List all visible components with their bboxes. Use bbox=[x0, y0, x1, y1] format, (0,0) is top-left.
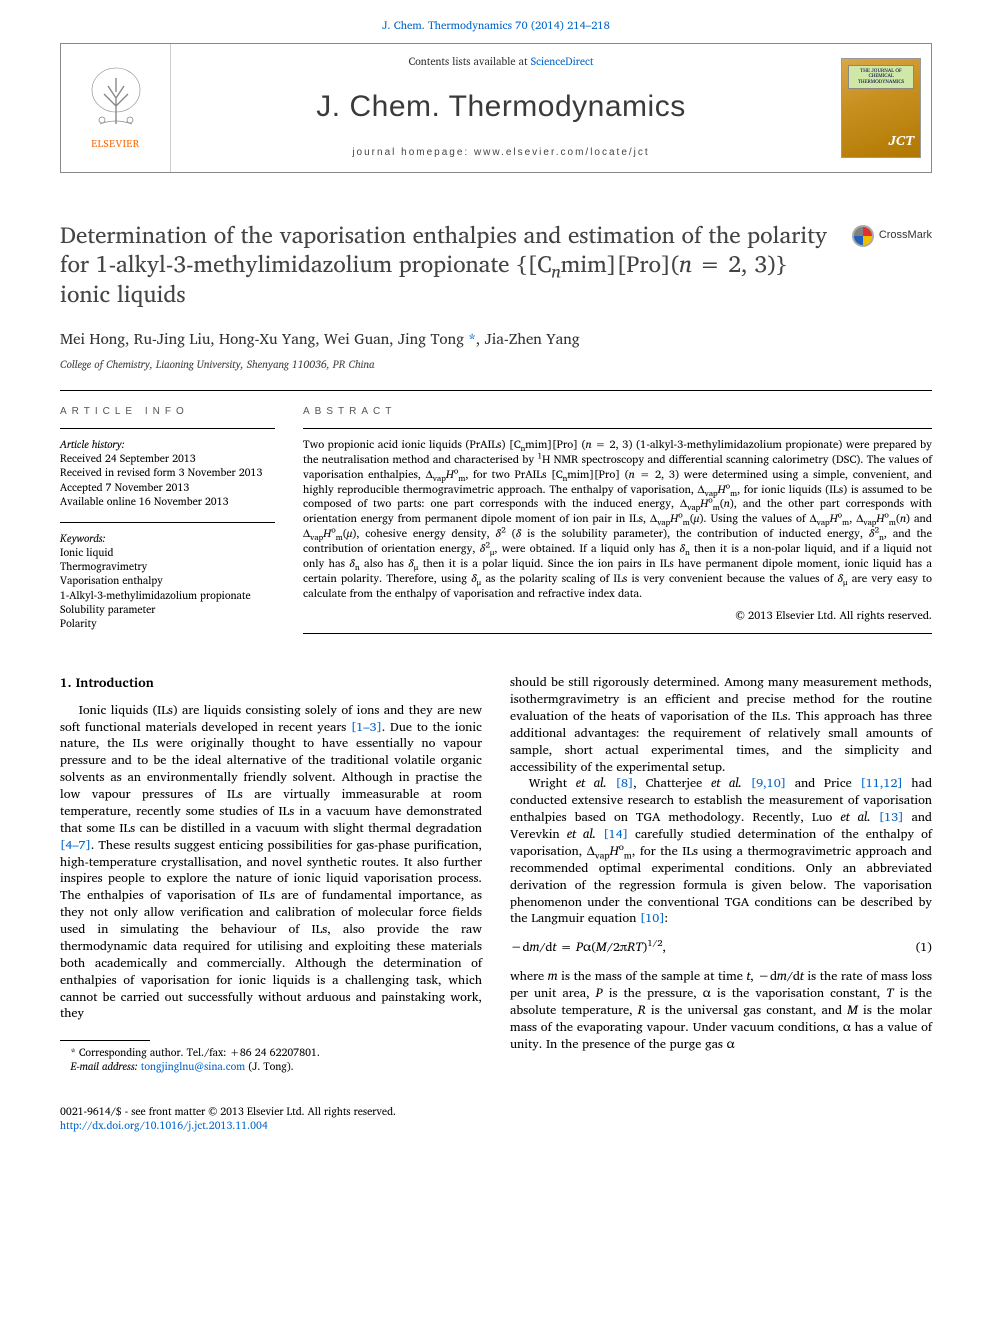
header-citation: J. Chem. Thermodynamics 70 (2014) 214–21… bbox=[0, 0, 992, 43]
author-list: Mei Hong, Ru-Jing Liu, Hong-Xu Yang, Wei… bbox=[60, 329, 932, 349]
contents-line: Contents lists available at ScienceDirec… bbox=[409, 54, 594, 68]
abstract-bottom-rule bbox=[303, 633, 932, 634]
email-suffix: (J. Tong). bbox=[245, 1057, 293, 1075]
footnote-rule bbox=[60, 1040, 150, 1041]
journal-cover-thumbnail: THE JOURNAL OF CHEMICAL THERMODYNAMICS J… bbox=[841, 58, 921, 158]
title-row: Determination of the vaporisation enthal… bbox=[60, 221, 932, 309]
elsevier-tree-icon bbox=[86, 64, 146, 134]
article-title: Determination of the vaporisation enthal… bbox=[60, 221, 852, 309]
article-info-column: ARTICLE INFO Article history: Received 2… bbox=[60, 405, 275, 645]
history-line: Available online 16 November 2013 bbox=[60, 492, 229, 510]
journal-masthead: ELSEVIER Contents lists available at Sci… bbox=[60, 43, 932, 173]
email-label: E-mail address: bbox=[71, 1057, 141, 1075]
crossmark-badge[interactable]: CrossMark bbox=[852, 221, 932, 247]
journal-title: J. Chem. Thermodynamics bbox=[316, 87, 685, 128]
email-footnote: E-mail address: tongjinglnu@sina.com (J.… bbox=[60, 1059, 482, 1073]
abstract-text: Two propionic acid ionic liquids (PrAILs… bbox=[303, 437, 932, 600]
article-info-heading: ARTICLE INFO bbox=[60, 405, 275, 419]
body-paragraph: should be still rigorously determined. A… bbox=[510, 674, 932, 775]
doi-link[interactable]: http://dx.doi.org/10.1016/j.jct.2013.11.… bbox=[60, 1116, 268, 1134]
crossmark-label: CrossMark bbox=[879, 228, 932, 243]
author-email-link[interactable]: tongjinglnu@sina.com bbox=[141, 1057, 245, 1075]
keyword: Polarity bbox=[60, 614, 97, 632]
page-footer: 0021-9614/$ - see front matter © 2013 El… bbox=[0, 1074, 992, 1152]
article-body: 1. Introduction Ionic liquids (ILs) are … bbox=[60, 674, 932, 1074]
cover-jct: JCT bbox=[889, 132, 914, 151]
sciencedirect-link[interactable]: ScienceDirect bbox=[531, 52, 594, 70]
citation-link[interactable]: J. Chem. Thermodynamics 70 (2014) 214–21… bbox=[382, 16, 610, 34]
abstract-copyright: © 2013 Elsevier Ltd. All rights reserved… bbox=[303, 608, 932, 623]
cover-title: THE JOURNAL OF CHEMICAL THERMODYNAMICS bbox=[848, 65, 914, 90]
abstract-heading: ABSTRACT bbox=[303, 405, 932, 419]
body-paragraph: Wright et al. [8], Chatterjee et al. [9,… bbox=[510, 775, 932, 927]
article-history-block: Article history: Received 24 September 2… bbox=[60, 428, 275, 508]
keywords-block: Keywords: Ionic liquid Thermogravimetry … bbox=[60, 522, 275, 630]
equation-number: (1) bbox=[916, 939, 932, 956]
contents-text: Contents lists available at bbox=[409, 52, 531, 70]
masthead-cover: THE JOURNAL OF CHEMICAL THERMODYNAMICS J… bbox=[831, 44, 931, 172]
equation-content: −dm/dt = Pα(M/2πRT)1/2, bbox=[510, 939, 666, 956]
elsevier-label: ELSEVIER bbox=[91, 138, 139, 152]
equation-1: −dm/dt = Pα(M/2πRT)1/2, (1) bbox=[510, 939, 932, 956]
crossmark-icon bbox=[852, 225, 874, 247]
section-1-heading: 1. Introduction bbox=[60, 674, 482, 692]
info-abstract-row: ARTICLE INFO Article history: Received 2… bbox=[60, 405, 932, 645]
body-paragraph: Ionic liquids (ILs) are liquids consisti… bbox=[60, 702, 482, 1023]
abstract-rule bbox=[303, 428, 932, 429]
rule-top bbox=[60, 390, 932, 391]
journal-homepage: journal homepage: www.elsevier.com/locat… bbox=[352, 146, 649, 160]
abstract-column: ABSTRACT Two propionic acid ionic liquid… bbox=[303, 405, 932, 645]
affiliation: College of Chemistry, Liaoning Universit… bbox=[60, 357, 932, 371]
publisher-logo-block: ELSEVIER bbox=[61, 44, 171, 172]
body-paragraph: where m is the mass of the sample at tim… bbox=[510, 968, 932, 1052]
masthead-center: Contents lists available at ScienceDirec… bbox=[171, 44, 831, 172]
